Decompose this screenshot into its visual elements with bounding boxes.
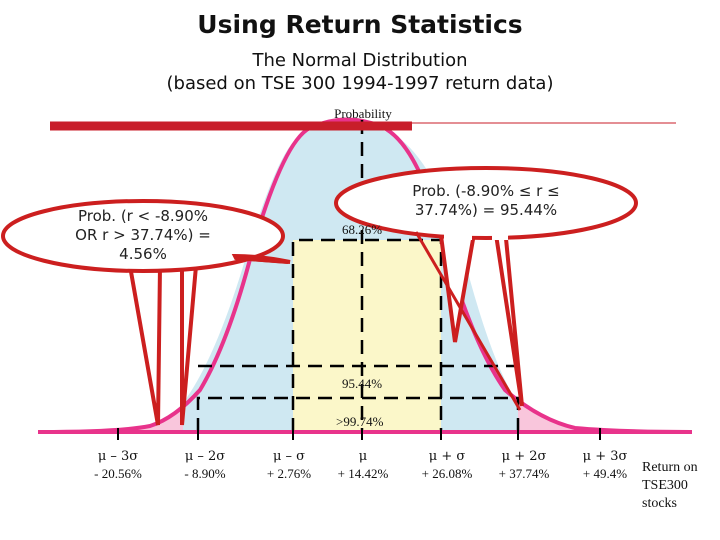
tick-symbol-1: μ – 3σ bbox=[97, 449, 139, 464]
probability-label: Probability bbox=[334, 106, 392, 121]
left-tail-fill bbox=[40, 403, 183, 432]
right-callout-bubble bbox=[334, 166, 638, 407]
left-callout-line-3: 4.56% bbox=[119, 245, 167, 263]
right-pointer-edge bbox=[414, 231, 522, 411]
left-callout-text: Prob. (r < -8.90% OR r > 37.74%) = 4.56% bbox=[18, 207, 268, 264]
x-axis-label-line-3: stocks bbox=[642, 496, 677, 511]
one-sigma-box bbox=[291, 238, 443, 432]
tick-value-1: - 20.56% bbox=[94, 466, 142, 481]
subtitle-line-2: (based on TSE 300 1994-1997 return data) bbox=[166, 73, 554, 94]
x-axis-label: Return on TSE300 stocks bbox=[642, 459, 720, 513]
x-axis-label-line-2: TSE300 bbox=[642, 478, 688, 493]
right-callout-text: Prob. (-8.90% ≤ r ≤ 37.74%) = 95.44% bbox=[356, 182, 616, 220]
right-callout-line-1: Prob. (-8.90% ≤ r ≤ bbox=[412, 182, 560, 200]
left-callout-line-1: Prob. (r < -8.90% bbox=[77, 207, 209, 225]
page-title: Using Return Statistics bbox=[197, 10, 523, 39]
tick-value-5: + 26.08% bbox=[421, 466, 473, 481]
tick-symbol-7: μ + 3σ bbox=[582, 449, 628, 464]
x-axis-label-line-1: Return on bbox=[642, 460, 698, 475]
right-callout-line-2: 37.74%) = 95.44% bbox=[414, 201, 558, 219]
tick-symbol-5: μ + σ bbox=[428, 449, 466, 464]
subtitle-line-1: The Normal Distribution bbox=[252, 50, 468, 71]
tick-symbol-3: μ – σ bbox=[272, 449, 306, 464]
tick-value-4: + 14.42% bbox=[337, 466, 389, 481]
tick-value-3: + 2.76% bbox=[266, 466, 312, 481]
one-sigma-band-fill bbox=[293, 240, 441, 432]
three-sigma-band-label: >99.74% bbox=[336, 414, 384, 429]
tick-value-6: + 37.74% bbox=[498, 466, 550, 481]
tick-value-2: - 8.90% bbox=[184, 466, 226, 481]
left-callout-bubble bbox=[1, 199, 291, 426]
tick-symbol-4: μ bbox=[358, 449, 368, 464]
two-sigma-band-label: 95.44% bbox=[342, 376, 383, 391]
tick-value-7: + 49.4% bbox=[582, 466, 628, 481]
left-callout-line-2: OR r > 37.74%) = bbox=[75, 226, 211, 244]
one-sigma-band-label: 68.26% bbox=[342, 222, 383, 237]
tick-symbol-2: μ – 2σ bbox=[184, 449, 226, 464]
tick-symbol-6: μ + 2σ bbox=[501, 449, 547, 464]
